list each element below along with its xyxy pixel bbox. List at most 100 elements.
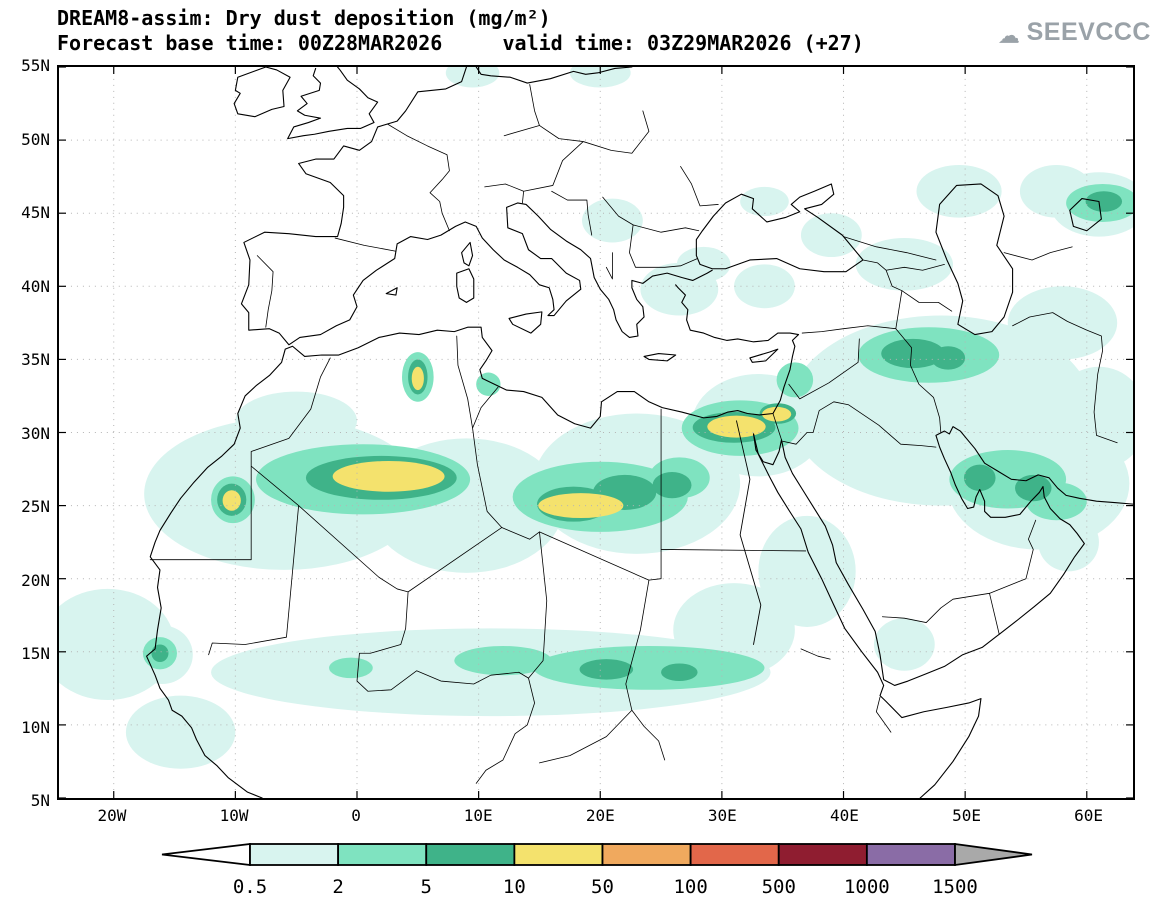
- map-plot: [57, 65, 1135, 800]
- coastline-sinai: [754, 434, 782, 465]
- colorbar-label: 50: [591, 876, 614, 898]
- dust-contour-level-2: [454, 645, 552, 676]
- dust-contour-level-4: [762, 406, 792, 422]
- colorbar: 0.5 2 5 10 50 100 500 1000 1500: [160, 842, 1034, 907]
- dust-contour-level-1: [569, 67, 631, 88]
- border-arabia-south: [882, 520, 1035, 634]
- lat-tick-label: 55N: [21, 56, 50, 75]
- border-caucasus: [844, 237, 952, 312]
- dust-contour-level-4: [411, 366, 424, 391]
- coastline-baltic: [476, 67, 632, 83]
- lat-tick-label: 40N: [21, 276, 50, 296]
- border-iran-east: [1004, 247, 1117, 443]
- lat-tick-label: 20N: [21, 570, 50, 590]
- colorbar-segment: [689, 843, 780, 866]
- dust-contour-level-4: [222, 490, 241, 511]
- coastline-ireland: [234, 67, 290, 117]
- dust-contour-level-1: [125, 695, 236, 769]
- dust-contour-level-1: [1007, 286, 1118, 360]
- coastline-arabia-gulf: [781, 427, 1133, 686]
- dust-contour-level-1: [582, 198, 643, 243]
- lon-tick-label: 30E: [707, 806, 737, 825]
- border-europe: [257, 85, 718, 328]
- border-maghreb: [150, 358, 502, 655]
- colorbar-overflow-arrow: [954, 842, 1033, 867]
- dust-contour-level-3: [1085, 191, 1123, 212]
- coastline-africa: [147, 285, 799, 798]
- chart-title: DREAM8-assim: Dry dust deposition (mg/m²…: [57, 6, 551, 30]
- dust-contour-level-3: [661, 663, 698, 682]
- colorbar-label: 100: [673, 876, 707, 898]
- coastline-blacksea: [696, 184, 863, 272]
- lon-tick-label: 20W: [97, 806, 127, 825]
- coastline-europe: [241, 67, 712, 345]
- dust-contour-level-2: [776, 362, 814, 398]
- lat-tick-label: 35N: [21, 350, 50, 369]
- co coastlines: [147, 67, 1133, 798]
- river-nile: [736, 421, 760, 645]
- dust-contour-level-3: [151, 644, 169, 663]
- colorbar-label: 1500: [932, 876, 978, 898]
- dust-contour-level-1: [1050, 366, 1133, 470]
- island-sicily: [509, 312, 542, 333]
- dust-contour-level-1: [740, 186, 789, 217]
- lat-tick-label: 10N: [21, 717, 50, 737]
- dust-contour-level-3: [1015, 474, 1052, 502]
- border-libya-egypt-sudan: [502, 409, 806, 580]
- lon-tick-label: 0: [351, 806, 361, 825]
- border-levant: [773, 339, 936, 447]
- island-corsica: [462, 242, 473, 265]
- lat-tick-label: 30N: [21, 423, 50, 443]
- dust-contour-level-3: [652, 471, 692, 499]
- grid-lines: [59, 67, 1133, 798]
- colorbar-label: 2: [332, 876, 343, 898]
- lon-tick-label: 10W: [219, 806, 249, 825]
- lat-tick-label: 25N: [21, 497, 50, 516]
- logo-text: SEEVCCC: [1026, 17, 1151, 46]
- dust-contour-level-1: [800, 213, 862, 258]
- lon-tick-label: 40E: [829, 806, 859, 825]
- dust-contour-level-3: [931, 346, 966, 370]
- colorbar-label: 0.5: [233, 876, 267, 898]
- dust-contour-level-1: [676, 246, 731, 282]
- lat-tick-label: 5N: [30, 791, 50, 810]
- colorbar-svg: 0.5 2 5 10 50 100 500 1000 1500: [161, 842, 1033, 898]
- lon-tick-label: 10E: [463, 806, 493, 825]
- colorbar-segment: [425, 843, 516, 866]
- colorbar-label: 10: [503, 876, 526, 898]
- dust-contour-level-2: [329, 657, 373, 679]
- dust-contour-level-3: [579, 659, 634, 680]
- lat-tick-label: 45N: [21, 203, 50, 222]
- colorbar-segment: [865, 843, 956, 866]
- lat-tick-label: 50N: [21, 129, 50, 149]
- lat-tick-label: 15N: [21, 644, 50, 663]
- axis-ticks: [59, 67, 1133, 798]
- island-cyprus: [750, 349, 778, 362]
- seevccc-logo: ☁ SEEVCCC: [998, 14, 1151, 50]
- dust-contour-level-4: [538, 493, 624, 519]
- dust-contour-level-1: [235, 391, 358, 451]
- island-balearic: [386, 288, 397, 295]
- dust-contour-level-1: [1038, 512, 1099, 572]
- colorbar-segment: [777, 843, 868, 866]
- dust-contour-level-2: [476, 372, 501, 396]
- country-borders: [150, 85, 1117, 784]
- colorbar-segment: [249, 843, 340, 866]
- dust-contour-level-1: [855, 238, 953, 291]
- dust-contour-level-1: [445, 67, 500, 88]
- dust-contour-level-1: [873, 618, 935, 671]
- coastline-britain: [288, 67, 378, 139]
- coastline-aral: [1070, 199, 1102, 231]
- coastline-redsea-horn: [754, 434, 981, 798]
- dust-contour-level-2: [533, 645, 765, 690]
- dust-contour-level-3: [881, 338, 945, 369]
- colorbar-segment: [513, 843, 604, 866]
- border-sahel: [357, 592, 891, 784]
- chart-subtitle: Forecast base time: 00Z28MAR2026 valid t…: [57, 31, 864, 55]
- colorbar-underflow-arrow: [161, 842, 251, 867]
- coastline-caspian: [936, 184, 1013, 335]
- dust-contour-level-1: [916, 164, 1002, 218]
- island-crete: [644, 354, 676, 361]
- dust-contour-level-4: [707, 415, 766, 438]
